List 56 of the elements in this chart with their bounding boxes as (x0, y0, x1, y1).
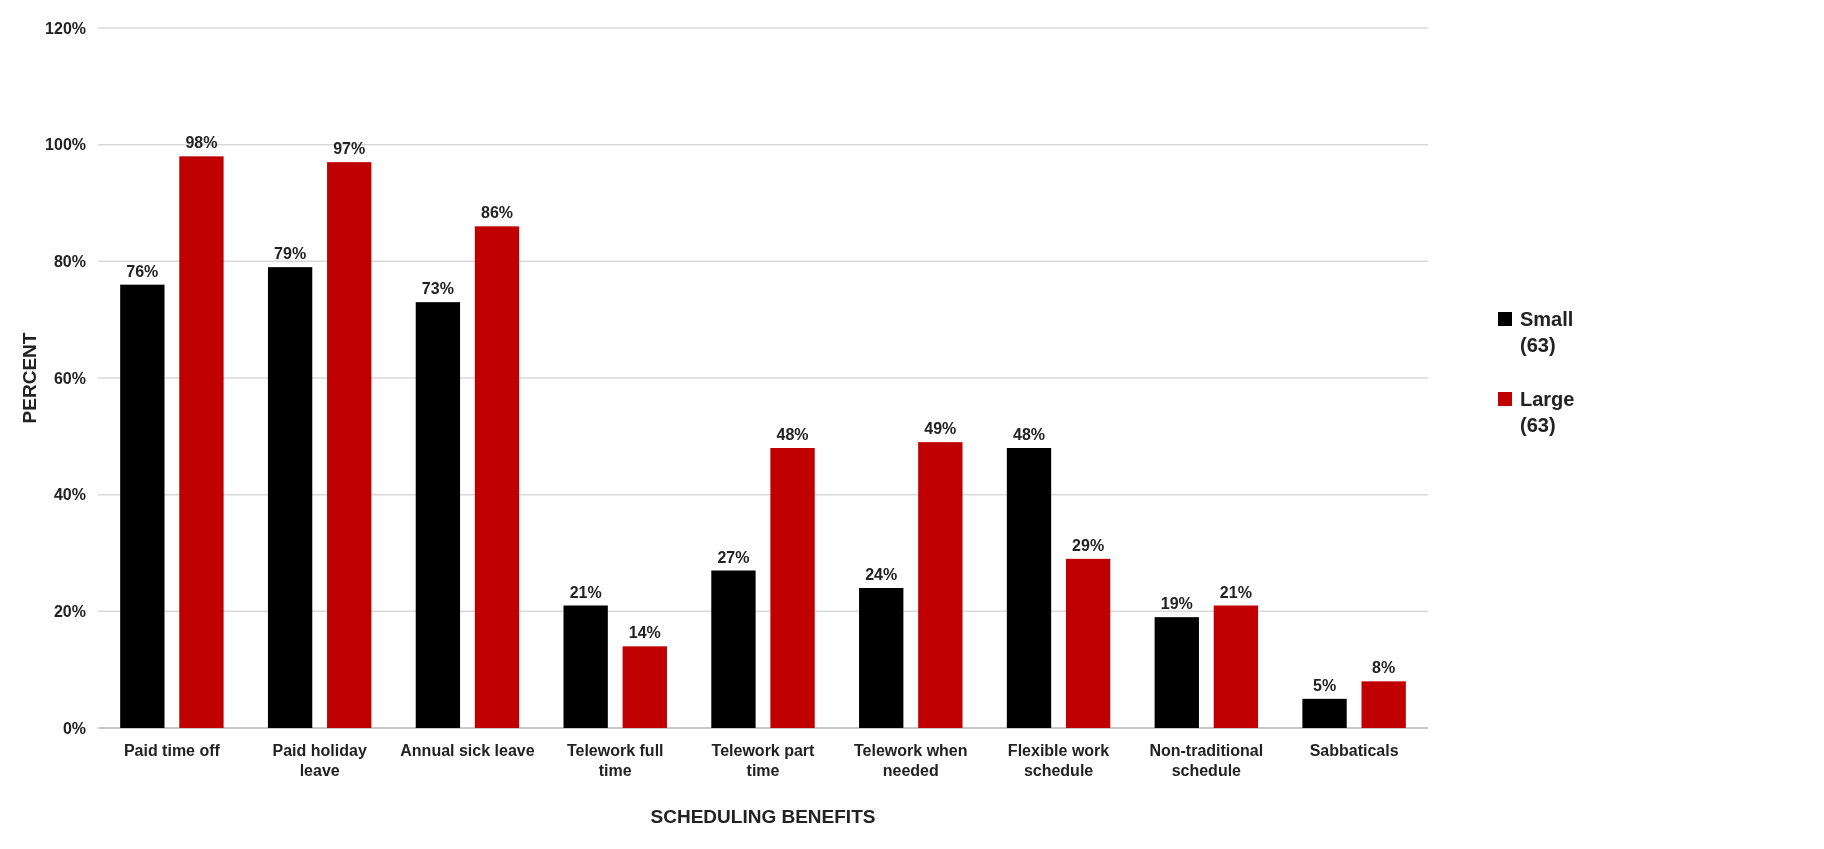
x-tick-label: Telework full time (566, 742, 664, 779)
x-tick-label: Flexible work schedule (1007, 742, 1110, 779)
x-tick-label: Telework part time (711, 742, 816, 779)
bar (327, 162, 372, 728)
y-tick-label: 120% (45, 19, 86, 37)
bar (918, 442, 963, 728)
data-label: 5% (1312, 676, 1337, 694)
data-label: 29% (1072, 536, 1105, 554)
legend-label: Small (63) (1520, 308, 1574, 356)
data-label: 73% (421, 280, 454, 298)
bar (563, 605, 608, 728)
bar (267, 267, 313, 728)
x-tick-label: Paid holiday leave (272, 742, 367, 779)
data-label: 86% (480, 204, 514, 222)
x-tick-label: Paid time off (123, 742, 221, 759)
bar (415, 302, 461, 728)
data-label: 48% (1012, 426, 1046, 443)
bar (859, 588, 904, 728)
legend-label: Large (63) (1520, 388, 1575, 436)
data-label: 79% (274, 245, 307, 263)
data-label: 8% (1372, 659, 1396, 677)
data-label: 27% (717, 548, 750, 566)
x-axis-title: SCHEDULING BENEFITS (650, 806, 876, 827)
data-label: 24% (865, 566, 898, 583)
data-label: 98% (185, 134, 218, 152)
x-tick-label: Non-traditional schedule (1149, 742, 1264, 779)
bar (474, 226, 520, 728)
data-label: 21% (569, 583, 602, 601)
bar (1065, 558, 1111, 728)
bar (1361, 681, 1406, 728)
bar (1006, 448, 1052, 728)
bar (1154, 617, 1199, 728)
data-label: 19% (1160, 595, 1193, 613)
data-label: 21% (1219, 583, 1252, 601)
bar (770, 448, 815, 728)
data-label: 14% (628, 624, 661, 642)
bar (179, 156, 224, 728)
data-label: 97% (333, 140, 366, 158)
data-label: 48% (776, 426, 809, 443)
x-tick-label: Sabbaticals (1309, 742, 1399, 759)
bar (622, 646, 667, 728)
y-tick-label: 80% (53, 252, 86, 270)
x-tick-label: Annual sick leave (400, 742, 535, 759)
data-label: 49% (924, 420, 957, 438)
y-tick-label: 0% (62, 719, 86, 737)
y-tick-label: 40% (53, 486, 86, 504)
y-tick-label: 20% (53, 602, 86, 620)
bar (711, 570, 756, 728)
bar (1213, 605, 1259, 728)
data-label: 76% (126, 262, 159, 280)
y-axis-title: PERCENT (19, 332, 40, 424)
x-tick-label: Telework when needed (854, 742, 968, 779)
bar (120, 284, 165, 728)
y-tick-label: 100% (45, 136, 86, 154)
bar (1302, 698, 1347, 728)
y-tick-label: 60% (53, 369, 86, 387)
